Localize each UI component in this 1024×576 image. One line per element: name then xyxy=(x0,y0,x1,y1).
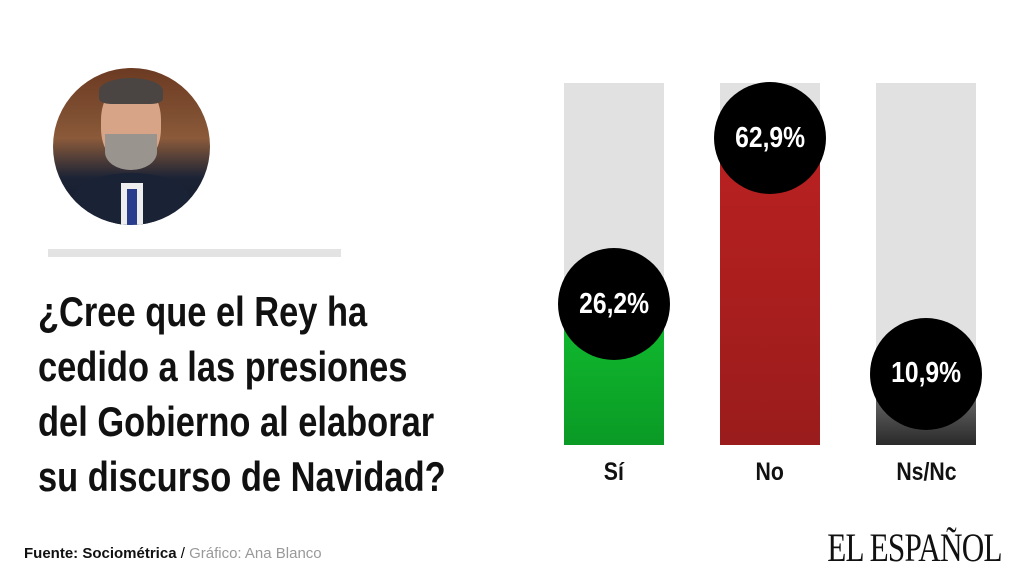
category-label: Sí xyxy=(603,458,625,486)
question-line: ¿Cree que el Rey ha xyxy=(38,288,368,335)
source-label: Fuente: Sociométrica xyxy=(24,545,177,562)
value-label: 10,9% xyxy=(870,317,982,430)
question-title: ¿Cree que el Rey ha cedido a las presion… xyxy=(38,284,497,504)
bar-No xyxy=(720,160,820,445)
value-label: 26,2% xyxy=(558,248,670,361)
category-label: Ns/Nc xyxy=(895,458,957,486)
question-line: del Gobierno al elaborar xyxy=(38,398,435,445)
separator: / xyxy=(176,545,190,562)
king-photo xyxy=(53,68,210,225)
bar-track: 26,2% xyxy=(558,83,670,445)
source-line: Fuente: Sociométrica / Gráfico: Ana Blan… xyxy=(24,545,322,562)
value-label: 62,9% xyxy=(714,82,826,195)
credit: Gráfico: Ana Blanco xyxy=(189,545,322,562)
divider xyxy=(48,249,341,257)
question-line: su discurso de Navidad? xyxy=(38,453,446,500)
category-label: No xyxy=(755,458,785,486)
bar-track: 10,9% xyxy=(870,83,982,445)
bar-track: 62,9% xyxy=(714,82,826,445)
question-line: cedido a las presiones xyxy=(38,343,408,390)
el-espanol-logo: EL ESPAÑOL xyxy=(827,525,1002,570)
